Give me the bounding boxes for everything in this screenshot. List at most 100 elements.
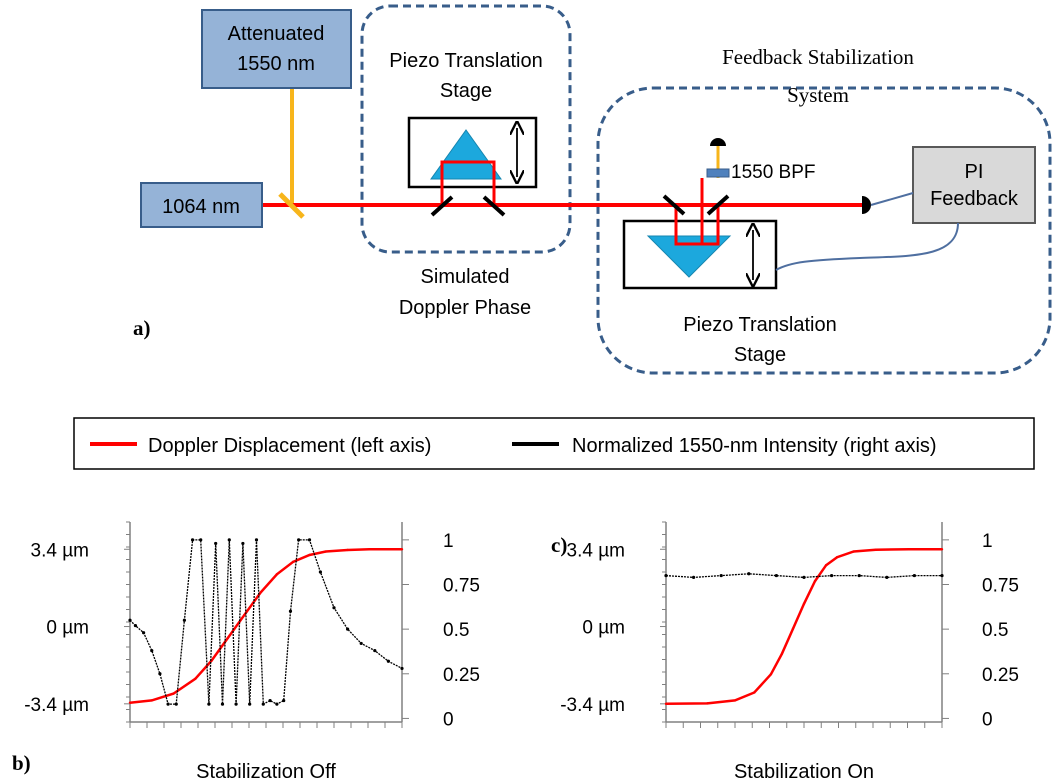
data-point-intensity (282, 698, 286, 703)
doppler-region (360, 4, 572, 254)
data-point-intensity (318, 570, 322, 574)
data-point-intensity (774, 573, 779, 578)
beam-loop-right-b (702, 205, 720, 246)
data-point-doppler (308, 553, 311, 557)
right-tick-label: 1 (982, 531, 993, 552)
pi-feedback-box (912, 146, 1036, 224)
mirror-right-1 (662, 194, 686, 216)
data-point-doppler (243, 613, 246, 617)
data-point-intensity (275, 702, 279, 706)
data-point-intensity (133, 623, 138, 628)
data-point-intensity (190, 538, 195, 542)
source-1064-box (140, 182, 263, 228)
data-point-intensity (234, 702, 238, 706)
beam-loop-right (674, 178, 704, 246)
data-point-intensity (199, 538, 203, 542)
panel-b-label: b) (12, 751, 31, 775)
data-point-doppler (791, 627, 795, 631)
pi-to-piezo-cable (775, 222, 959, 271)
source-1064-label: 1064 nm (162, 196, 240, 218)
data-point-intensity (373, 648, 377, 653)
data-point-intensity (288, 609, 293, 613)
left-tick-label: -3.4 µm (24, 695, 89, 716)
left-tick-label: 0 µm (46, 618, 89, 639)
right-tick-label: 0.75 (443, 576, 480, 597)
data-point-intensity (692, 575, 696, 579)
right-tick-label: 0.5 (443, 620, 469, 641)
data-point-intensity (719, 573, 723, 578)
legend-red-label: Doppler Displacement (left axis) (148, 435, 431, 457)
data-point-intensity (207, 702, 211, 706)
x-axis-label: Stabilization On (734, 761, 874, 782)
data-point-intensity (158, 672, 162, 676)
data-point-doppler (226, 636, 230, 640)
feedback-title-line1: Feedback Stabilization (722, 45, 914, 69)
data-point-intensity (885, 575, 889, 579)
data-point-doppler (706, 702, 709, 705)
right-tick-label: 0.5 (982, 620, 1008, 641)
data-point-intensity (241, 541, 245, 546)
data-point-intensity (307, 538, 312, 542)
series-line-intensity (129, 539, 403, 706)
data-point-intensity (386, 659, 390, 663)
data-point-intensity (400, 666, 404, 671)
data-point-doppler (802, 602, 806, 606)
data-point-doppler (835, 556, 839, 559)
data-point-doppler (150, 699, 153, 702)
beam-loop-left (440, 160, 496, 205)
data-point-doppler (940, 548, 944, 551)
data-point-doppler (346, 548, 349, 552)
prism-right (646, 235, 732, 278)
right-tick-label: 1 (443, 531, 454, 552)
data-point-doppler (907, 548, 911, 551)
data-point-intensity (150, 648, 154, 653)
data-point-doppler (259, 591, 262, 594)
mirror-right-2 (706, 194, 730, 216)
chart-stabilization-off: 3.4 µm 0 µm -3.4 µm 1 0.75 0.5 0.25 0 Stabilizat… (24, 521, 480, 782)
legend: Doppler Displacement (left axis) Normali… (73, 417, 1035, 470)
detector-right-icon (862, 196, 871, 214)
data-point-intensity (248, 702, 252, 706)
left-tick-label: 0 µm (582, 618, 625, 639)
bpf-label: 1550 BPF (731, 162, 816, 183)
left-tick-label: 3.4 µm (567, 540, 625, 561)
series-line-doppler (665, 548, 942, 706)
legend-black-label: Normalized 1550-nm Intensity (right axis… (572, 435, 937, 457)
data-point-intensity (857, 573, 861, 578)
piezo-right-label-line1: Piezo Translation (683, 314, 836, 336)
feedback-region (596, 86, 1052, 375)
pi-label-line1: PI (965, 161, 984, 183)
right-tick-label: 0 (982, 709, 993, 730)
data-point-intensity (214, 541, 218, 546)
data-point-intensity (128, 618, 132, 622)
data-point-intensity (802, 575, 806, 579)
data-point-intensity (664, 573, 668, 578)
chart-stabilization-on: 3.4 µm 0 µm -3.4 µm 1 0.75 0.5 0.25 0 Stabilizat… (560, 521, 1019, 782)
data-point-doppler (128, 701, 132, 704)
data-point-intensity (182, 618, 186, 622)
bpf-filter (706, 168, 730, 178)
data-point-intensity (166, 702, 170, 706)
data-point-doppler (368, 548, 371, 551)
pi-label-line2: Feedback (930, 188, 1019, 210)
data-point-intensity (912, 573, 917, 578)
attenuated-label-line2: 1550 nm (237, 53, 315, 75)
piezo-right-label-line2: Stage (734, 344, 786, 366)
left-tick-label: 3.4 µm (31, 540, 89, 561)
piezo-left-label-line2: Stage (440, 80, 492, 102)
data-point-intensity (227, 538, 231, 542)
data-point-doppler (813, 579, 817, 583)
right-tick-label: 0 (443, 709, 454, 730)
data-point-intensity (220, 702, 225, 706)
x-axis-label: Stabilization Off (196, 761, 336, 782)
doppler-label-line2: Doppler Phase (399, 297, 531, 319)
data-point-doppler (852, 550, 855, 553)
data-point-doppler (824, 563, 828, 567)
detector-top-icon (710, 138, 726, 146)
right-tick-label: 0.25 (982, 665, 1019, 686)
attenuated-source-box (201, 9, 352, 89)
attenuated-label-line1: Attenuated (228, 23, 325, 45)
data-point-intensity (747, 572, 751, 576)
data-point-intensity (830, 573, 834, 578)
